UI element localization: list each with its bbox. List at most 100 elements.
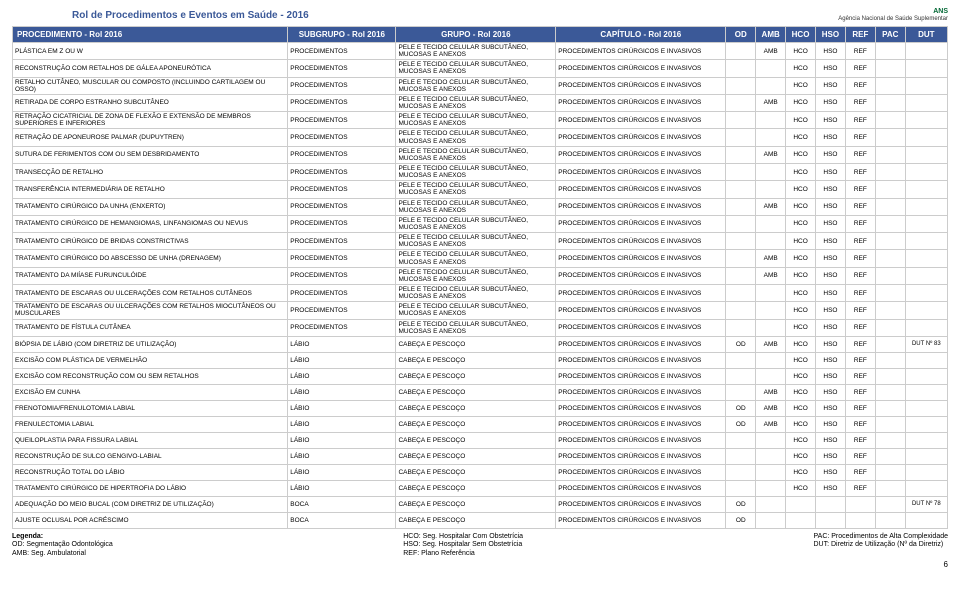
cell-pac (875, 416, 905, 432)
cell-grp: CABEÇA E PESCOÇO (396, 512, 556, 528)
cell-pac (875, 60, 905, 77)
cell-ref: REF (845, 77, 875, 94)
cell-ref: REF (845, 416, 875, 432)
cell-amb (756, 284, 786, 301)
cell-sub: PROCEDIMENTOS (288, 233, 396, 250)
cell-amb (756, 233, 786, 250)
cell-od (726, 480, 756, 496)
cell-ref: REF (845, 302, 875, 319)
cell-od (726, 368, 756, 384)
cell-proc: EXCISÃO EM CUNHA (13, 384, 288, 400)
cell-cap: PROCEDIMENTOS CIRÚRGICOS E INVASIVOS (556, 94, 726, 111)
cell-proc: QUEILOPLASTIA PARA FISSURA LABIAL (13, 432, 288, 448)
cell-hso: HSO (816, 94, 846, 111)
cell-sub: PROCEDIMENTOS (288, 215, 396, 232)
footer-od: OD: Segmentação Odontológica (12, 541, 113, 548)
cell-hso: HSO (816, 400, 846, 416)
footer-middle: HCO: Seg. Hospitalar Com Obstetrícia HSO… (403, 533, 523, 558)
cell-dut (905, 416, 947, 432)
cell-hso: HSO (816, 215, 846, 232)
cell-sub: PROCEDIMENTOS (288, 77, 396, 94)
cell-pac (875, 432, 905, 448)
table-row: TRATAMENTO CIRÚRGICO DE BRIDAS CONSTRICT… (13, 233, 948, 250)
cell-amb: AMB (756, 416, 786, 432)
cell-cap: PROCEDIMENTOS CIRÚRGICOS E INVASIVOS (556, 163, 726, 180)
header-procedimento: PROCEDIMENTO - Rol 2016 (13, 27, 288, 43)
cell-ref: REF (845, 284, 875, 301)
cell-cap: PROCEDIMENTOS CIRÚRGICOS E INVASIVOS (556, 43, 726, 60)
cell-sub: PROCEDIMENTOS (288, 284, 396, 301)
cell-od (726, 43, 756, 60)
cell-dut (905, 233, 947, 250)
cell-pac (875, 198, 905, 215)
table-row: TRATAMENTO DE FÍSTULA CUTÂNEAPROCEDIMENT… (13, 319, 948, 336)
cell-pac (875, 146, 905, 163)
footer-left: Legenda: OD: Segmentação Odontológica AM… (12, 533, 113, 558)
cell-ref: REF (845, 94, 875, 111)
cell-cap: PROCEDIMENTOS CIRÚRGICOS E INVASIVOS (556, 181, 726, 198)
table-row: EXCISÃO COM PLÁSTICA DE VERMELHÃOLÁBIOCA… (13, 352, 948, 368)
cell-od: OD (726, 512, 756, 528)
cell-ref: REF (845, 352, 875, 368)
cell-grp: CABEÇA E PESCOÇO (396, 384, 556, 400)
cell-sub: PROCEDIMENTOS (288, 43, 396, 60)
cell-pac (875, 43, 905, 60)
cell-cap: PROCEDIMENTOS CIRÚRGICOS E INVASIVOS (556, 512, 726, 528)
table-row: QUEILOPLASTIA PARA FISSURA LABIALLÁBIOCA… (13, 432, 948, 448)
cell-od (726, 233, 756, 250)
cell-pac (875, 496, 905, 512)
cell-hso: HSO (816, 368, 846, 384)
cell-proc: RETALHO CUTÂNEO, MUSCULAR OU COMPOSTO (I… (13, 77, 288, 94)
cell-grp: CABEÇA E PESCOÇO (396, 496, 556, 512)
cell-hso: HSO (816, 77, 846, 94)
cell-hco: HCO (786, 368, 816, 384)
cell-od (726, 112, 756, 129)
cell-hso: HSO (816, 284, 846, 301)
cell-hco: HCO (786, 94, 816, 111)
cell-pac (875, 302, 905, 319)
cell-od (726, 163, 756, 180)
cell-cap: PROCEDIMENTOS CIRÚRGICOS E INVASIVOS (556, 368, 726, 384)
cell-grp: PELE E TECIDO CELULAR SUBCUTÂNEO, MUCOSA… (396, 215, 556, 232)
cell-grp: CABEÇA E PESCOÇO (396, 400, 556, 416)
cell-sub: PROCEDIMENTOS (288, 129, 396, 146)
cell-pac (875, 480, 905, 496)
cell-hso: HSO (816, 181, 846, 198)
cell-ref: REF (845, 368, 875, 384)
table-row: RECONSTRUÇÃO COM RETALHOS DE GÁLEA APONE… (13, 60, 948, 77)
cell-cap: PROCEDIMENTOS CIRÚRGICOS E INVASIVOS (556, 448, 726, 464)
table-row: TRANSECÇÃO DE RETALHOPROCEDIMENTOSPELE E… (13, 163, 948, 180)
table-row: TRANSFERÊNCIA INTERMEDIÁRIA DE RETALHO PR… (13, 181, 948, 198)
cell-dut: DUT Nº 78 (905, 496, 947, 512)
cell-hco: HCO (786, 233, 816, 250)
cell-sub: PROCEDIMENTOS (288, 267, 396, 284)
cell-od (726, 302, 756, 319)
cell-sub: BOCA (288, 496, 396, 512)
cell-dut (905, 400, 947, 416)
cell-grp: PELE E TECIDO CELULAR SUBCUTÂNEO, MUCOSA… (396, 284, 556, 301)
cell-pac (875, 400, 905, 416)
table-row: AJUSTE OCLUSAL POR ACRÉSCIMOBOCACABEÇA E… (13, 512, 948, 528)
footer-hso: HSO: Seg. Hospitalar Sem Obstetrícia (403, 541, 522, 548)
cell-dut (905, 198, 947, 215)
cell-grp: PELE E TECIDO CELULAR SUBCUTÂNEO, MUCOSA… (396, 146, 556, 163)
cell-od: OD (726, 336, 756, 352)
cell-grp: PELE E TECIDO CELULAR SUBCUTÂNEO, MUCOSA… (396, 60, 556, 77)
cell-sub: PROCEDIMENTOS (288, 94, 396, 111)
cell-ref: REF (845, 198, 875, 215)
header-row: PROCEDIMENTO - Rol 2016 SUBGRUPO - Rol 2… (13, 27, 948, 43)
cell-amb (756, 215, 786, 232)
cell-cap: PROCEDIMENTOS CIRÚRGICOS E INVASIVOS (556, 384, 726, 400)
cell-sub: LÁBIO (288, 400, 396, 416)
cell-grp: PELE E TECIDO CELULAR SUBCUTÂNEO, MUCOSA… (396, 198, 556, 215)
cell-proc: TRATAMENTO DE FÍSTULA CUTÂNEA (13, 319, 288, 336)
cell-grp: PELE E TECIDO CELULAR SUBCUTÂNEO, MUCOSA… (396, 129, 556, 146)
cell-sub: LÁBIO (288, 432, 396, 448)
cell-proc: TRATAMENTO CIRÚRGICO DE HEMANGIOMAS, LIN… (13, 215, 288, 232)
cell-sub: LÁBIO (288, 480, 396, 496)
cell-hco: HCO (786, 250, 816, 267)
cell-hco: HCO (786, 43, 816, 60)
cell-hso: HSO (816, 336, 846, 352)
cell-proc: TRANSFERÊNCIA INTERMEDIÁRIA DE RETALHO (13, 181, 288, 198)
cell-hco: HCO (786, 198, 816, 215)
